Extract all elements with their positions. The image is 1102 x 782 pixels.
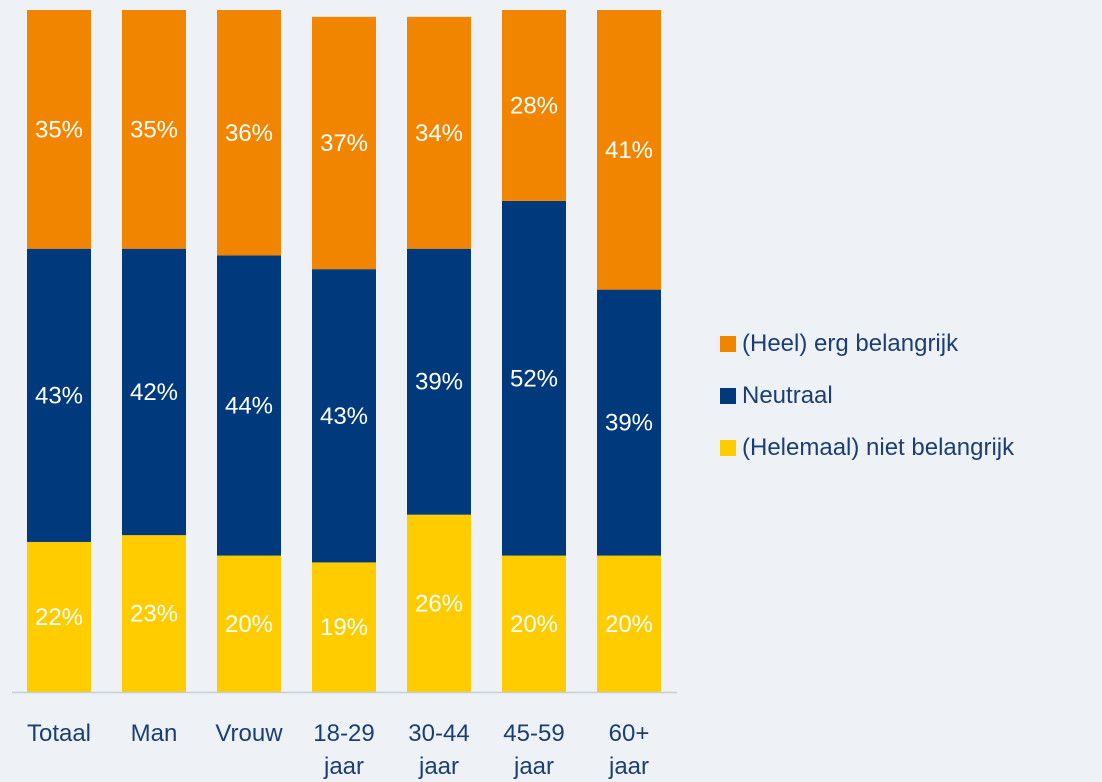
bar-segment xyxy=(122,10,186,249)
data-label: 39% xyxy=(605,410,653,437)
bar-segment xyxy=(27,10,91,249)
bar-segment xyxy=(122,248,186,536)
bar-segment xyxy=(407,16,471,249)
legend-item: Neutraal xyxy=(720,370,1014,422)
bar-segment xyxy=(597,555,661,692)
legend-item: (Helemaal) niet belangrijk xyxy=(720,422,1014,474)
x-tick-label: 18-29 xyxy=(313,720,374,747)
legend-swatch xyxy=(720,440,736,456)
x-tick-label: 45-59 xyxy=(503,720,564,747)
bar-segment xyxy=(502,200,566,556)
data-label: 20% xyxy=(225,611,273,638)
bar-segment xyxy=(217,10,281,256)
bar-segment xyxy=(27,248,91,542)
bar-segment xyxy=(122,535,186,692)
data-label: 43% xyxy=(35,382,83,409)
data-label: 20% xyxy=(510,611,558,638)
chart-legend: (Heel) erg belangrijk Neutraal (Helemaal) … xyxy=(720,318,1014,474)
bar-segment xyxy=(407,514,471,692)
legend-item: (Heel) erg belangrijk xyxy=(720,318,1014,370)
bar-segment xyxy=(597,10,661,290)
data-label: 35% xyxy=(130,116,178,143)
data-label: 19% xyxy=(320,614,368,641)
bar-segment xyxy=(597,289,661,556)
legend-label: Neutraal xyxy=(742,382,833,409)
bar-segment xyxy=(502,10,566,201)
x-tick-label: jaar xyxy=(608,753,649,780)
data-label: 52% xyxy=(510,365,558,392)
x-tick-label: Man xyxy=(131,720,178,747)
data-label: 23% xyxy=(130,601,178,628)
data-label: 35% xyxy=(35,116,83,143)
data-label: 43% xyxy=(320,403,368,430)
bar-segment xyxy=(312,16,376,270)
bar-segment xyxy=(312,562,376,692)
bar-segment xyxy=(407,248,471,515)
bar-segment xyxy=(217,255,281,556)
bar-segment xyxy=(217,555,281,692)
bar-segment xyxy=(27,541,91,692)
x-tick-label: 60+ xyxy=(609,720,650,747)
legend-swatch xyxy=(720,336,736,352)
legend-label: (Heel) erg belangrijk xyxy=(742,330,959,357)
x-tick-label: jaar xyxy=(513,753,554,780)
bar-segment xyxy=(502,555,566,692)
legend-swatch xyxy=(720,388,736,404)
data-label: 41% xyxy=(605,137,653,164)
x-tick-label: jaar xyxy=(418,753,459,780)
data-label: 26% xyxy=(415,590,463,617)
data-label: 37% xyxy=(320,130,368,157)
data-label: 20% xyxy=(605,611,653,638)
x-tick-label: Totaal xyxy=(27,720,91,747)
data-label: 42% xyxy=(130,379,178,406)
data-label: 39% xyxy=(415,369,463,396)
x-tick-label: Vrouw xyxy=(215,720,283,747)
bar-segment xyxy=(312,269,376,563)
data-label: 34% xyxy=(415,120,463,147)
data-label: 22% xyxy=(35,604,83,631)
data-label: 44% xyxy=(225,393,273,420)
data-label: 36% xyxy=(225,120,273,147)
legend-label: (Helemaal) niet belangrijk xyxy=(742,434,1015,461)
x-tick-label: 30-44 xyxy=(408,720,469,747)
x-tick-label: jaar xyxy=(323,753,364,780)
data-label: 28% xyxy=(510,92,558,119)
